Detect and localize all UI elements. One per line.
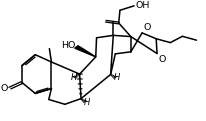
Text: O: O	[0, 84, 8, 93]
Polygon shape	[74, 46, 95, 57]
Text: O: O	[143, 23, 150, 32]
Text: O: O	[158, 55, 165, 64]
Text: H: H	[70, 73, 76, 82]
Text: HO: HO	[61, 42, 75, 50]
Text: H: H	[83, 98, 89, 107]
Text: H: H	[113, 73, 119, 82]
Text: OH: OH	[135, 1, 149, 10]
